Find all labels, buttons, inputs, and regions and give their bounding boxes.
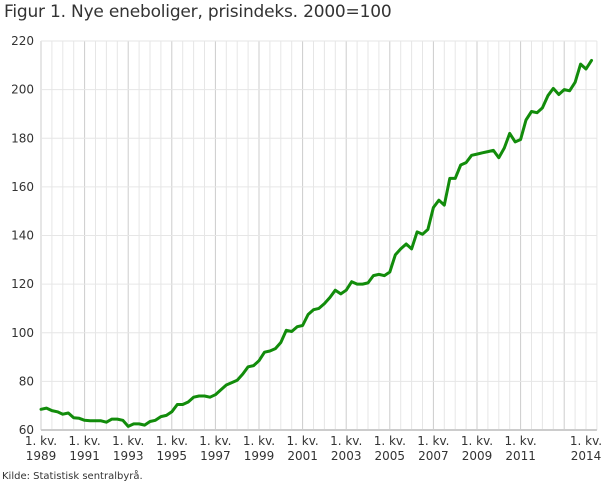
x-tick-label: 1. kv.	[68, 434, 100, 448]
y-tick-label: 180	[11, 131, 34, 145]
x-tick-label: 1995	[157, 449, 188, 463]
x-tick-label: 2001	[287, 449, 318, 463]
x-tick-label: 1. kv.	[417, 434, 449, 448]
x-tick-label: 1993	[113, 449, 144, 463]
x-tick-label: 1989	[26, 449, 57, 463]
x-tick-label: 1. kv.	[243, 434, 275, 448]
x-tick-label: 1. kv.	[286, 434, 318, 448]
x-tick-label: 2003	[331, 449, 362, 463]
x-tick-label: 2009	[462, 449, 493, 463]
x-tick-label: 2014	[571, 449, 602, 463]
x-tick-label: 1. kv.	[570, 434, 602, 448]
x-tick-label: 2007	[418, 449, 449, 463]
x-tick-label: 1999	[244, 449, 275, 463]
x-tick-label: 2011	[505, 449, 536, 463]
y-tick-label: 120	[11, 277, 34, 291]
x-tick-label: 1. kv.	[199, 434, 231, 448]
x-tick-label: 1. kv.	[112, 434, 144, 448]
x-tick-label: 1. kv.	[25, 434, 57, 448]
gridlines	[40, 40, 598, 431]
y-tick-label: 100	[11, 326, 34, 340]
x-tick-label: 1. kv.	[504, 434, 536, 448]
source-note: Kilde: Statistisk sentralbyrå.	[2, 471, 143, 482]
price-index-line	[39, 58, 593, 428]
y-tick-label: 60	[19, 423, 34, 437]
x-tick-label: 1. kv.	[330, 434, 362, 448]
y-tick-label: 200	[11, 83, 34, 97]
x-tick-label: 1991	[69, 449, 100, 463]
y-axis-labels: 60 80 100 120 140 160 180 200 220	[11, 34, 34, 437]
y-tick-label: 140	[11, 229, 34, 243]
x-tick-label: 1997	[200, 449, 231, 463]
x-tick-label: 1. kv.	[374, 434, 406, 448]
x-tick-label: 1. kv.	[461, 434, 493, 448]
y-tick-label: 80	[19, 374, 34, 388]
y-tick-label: 160	[11, 180, 34, 194]
x-tick-label: 2005	[375, 449, 406, 463]
y-tick-label: 220	[11, 34, 34, 48]
x-tick-label: 1. kv.	[156, 434, 188, 448]
chart-title: Figur 1. Nye eneboliger, prisindeks. 200…	[4, 2, 392, 22]
